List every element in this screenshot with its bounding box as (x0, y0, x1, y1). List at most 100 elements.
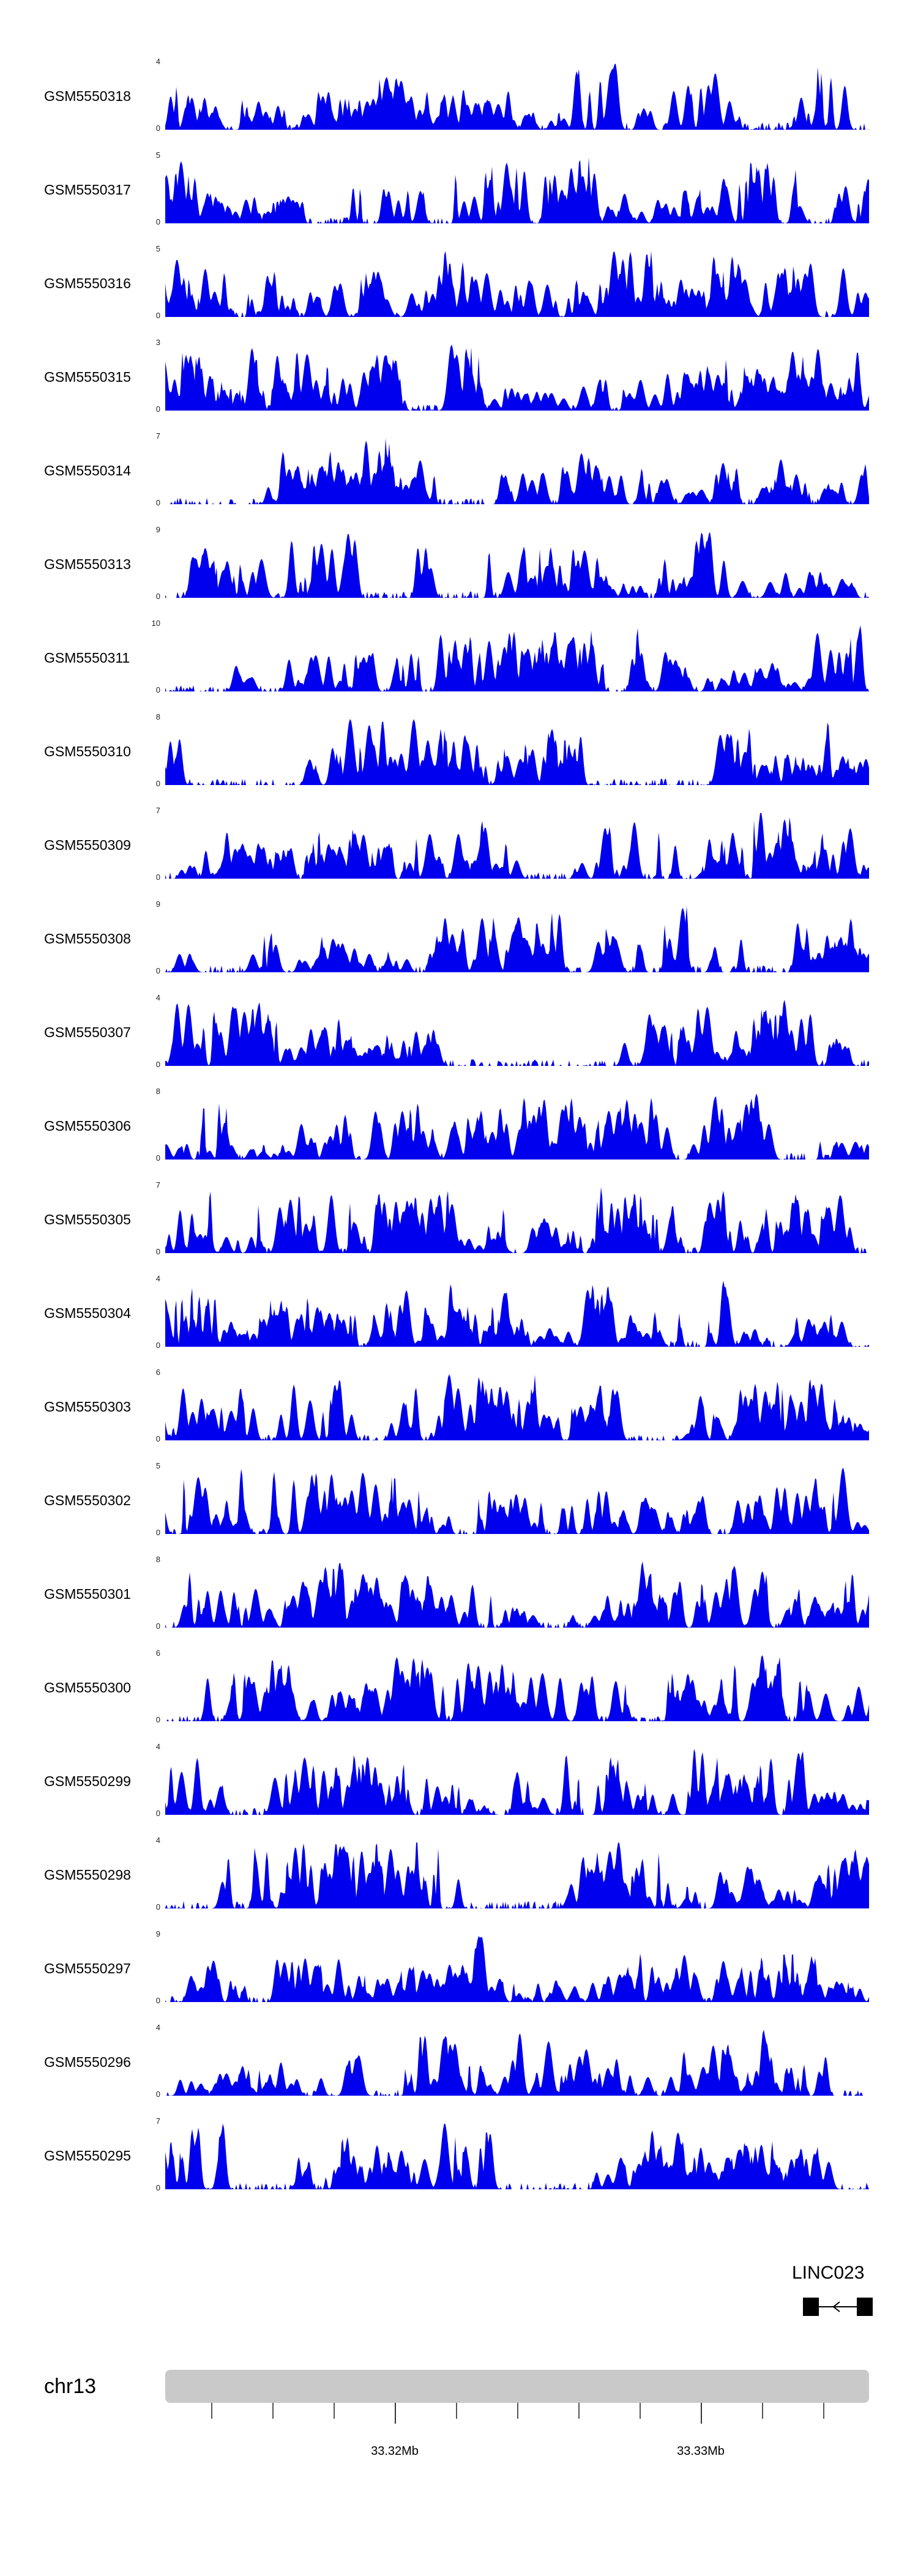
y-axis-zero-label: 0 (155, 124, 160, 133)
ruler-tick-label: 33.33Mb (677, 2444, 725, 2458)
ruler-tick (334, 2403, 335, 2419)
y-axis-zero-label: 0 (155, 404, 160, 414)
coverage-plot (165, 1468, 869, 1534)
y-axis-max-label: 4 (155, 1836, 160, 1845)
coverage-plot (165, 438, 869, 504)
coverage-area (165, 1468, 869, 1534)
coverage-area (165, 625, 869, 691)
y-axis-max-label: 7 (155, 2116, 160, 2126)
track-row: GSM5550295 7 0 (0, 2117, 918, 2214)
y-axis-zero-label: 0 (155, 1902, 160, 1912)
coverage-area (165, 1187, 869, 1253)
coverage-area (165, 1655, 869, 1721)
y-axis-max-label: 7 (155, 806, 160, 815)
coverage-area (165, 719, 869, 785)
coverage-area (165, 438, 869, 504)
ideogram-row: chr13 (0, 2370, 918, 2403)
coverage-area (165, 1281, 869, 1347)
track-row: GSM5550313 9 0 (0, 526, 918, 623)
y-axis-zero-label: 0 (155, 1060, 160, 1069)
track-label: GSM5550303 (44, 1399, 131, 1415)
y-axis-zero-label: 0 (155, 217, 160, 226)
coverage-area (165, 813, 869, 879)
track-label: GSM5550298 (44, 1867, 131, 1883)
track-row: GSM5550317 5 0 (0, 151, 918, 248)
coverage-plot (165, 625, 869, 691)
y-axis-max-label: 4 (155, 1742, 160, 1751)
coverage-area (165, 1374, 869, 1440)
y-axis-max-label: 9 (155, 899, 160, 909)
y-axis-max-label: 5 (155, 1461, 160, 1470)
coverage-plot (165, 1374, 869, 1440)
y-axis-max-label: 7 (155, 431, 160, 441)
track-row: GSM5550303 6 0 (0, 1368, 918, 1465)
track-label: GSM5550308 (44, 931, 131, 947)
y-axis-max-label: 8 (155, 1555, 160, 1564)
coverage-plot (165, 344, 869, 411)
coverage-area (165, 2030, 869, 2096)
gene-annotation-row: LINC023 (0, 2258, 918, 2325)
y-axis-zero-label: 0 (155, 311, 160, 320)
track-row: GSM5550296 4 0 (0, 2023, 918, 2121)
track-row: GSM5550304 4 0 (0, 1274, 918, 1372)
coverage-plot (165, 1562, 869, 1628)
coverage-area (165, 1562, 869, 1628)
y-axis-zero-label: 0 (155, 2090, 160, 2099)
track-row: GSM5550309 7 0 (0, 806, 918, 904)
coverage-area (165, 344, 869, 411)
coverage-area (165, 532, 869, 598)
track-row: GSM5550306 8 0 (0, 1087, 918, 1185)
track-label: GSM5550306 (44, 1118, 131, 1134)
track-row: GSM5550308 9 0 (0, 900, 918, 997)
y-axis-max-label: 9 (155, 1929, 160, 1938)
track-row: GSM5550310 8 0 (0, 713, 918, 810)
gene-model-glyph (803, 2298, 873, 2316)
y-axis-zero-label: 0 (155, 1341, 160, 1350)
coverage-area (165, 1000, 869, 1066)
track-label: GSM5550304 (44, 1305, 131, 1321)
track-row: GSM5550307 4 0 (0, 994, 918, 1091)
coverage-plot (165, 1281, 869, 1347)
coverage-plot (165, 719, 869, 785)
coverage-area (165, 1093, 869, 1160)
track-label: GSM5550302 (44, 1492, 131, 1508)
ruler-tick (517, 2403, 518, 2419)
y-axis-max-label: 4 (155, 57, 160, 66)
y-axis-zero-label: 0 (155, 1153, 160, 1163)
y-axis-max-label: 4 (155, 1274, 160, 1283)
y-axis-zero-label: 0 (155, 1528, 160, 1537)
coverage-plot (165, 813, 869, 879)
coverage-plot (165, 64, 869, 130)
gene-label: LINC023 (792, 2263, 865, 2283)
y-axis-zero-label: 0 (155, 1715, 160, 1724)
ruler-tick (578, 2403, 580, 2419)
track-label: GSM5550301 (44, 1586, 131, 1602)
track-row: GSM5550301 8 0 (0, 1555, 918, 1653)
y-axis-zero-label: 0 (155, 1621, 160, 1631)
coverage-area (165, 157, 869, 223)
track-row: GSM5550315 3 0 (0, 338, 918, 436)
coverage-area (165, 64, 869, 130)
track-label: GSM5550309 (44, 837, 131, 853)
ruler-tick (272, 2403, 274, 2419)
coverage-plot (165, 1936, 869, 2002)
y-axis-zero-label: 0 (155, 498, 160, 507)
y-axis-zero-label: 0 (155, 966, 160, 975)
track-label: GSM5550300 (44, 1680, 131, 1696)
track-row: GSM5550297 9 0 (0, 1930, 918, 2027)
coverage-plot (165, 251, 869, 317)
coverage-plot (165, 1749, 869, 1815)
gene-exon-box (803, 2298, 819, 2316)
track-label: GSM5550299 (44, 1773, 131, 1789)
ruler-tick-major (701, 2403, 702, 2424)
track-row: GSM5550316 5 0 (0, 245, 918, 342)
track-label: GSM5550315 (44, 369, 131, 385)
coverage-plot (165, 532, 869, 598)
coverage-tracks: GSM5550318 4 0 GSM5550317 5 0 GSM5550316 5 0 GSM5… (0, 57, 918, 2214)
y-axis-max-label: 6 (155, 1368, 160, 1377)
track-label: GSM5550314 (44, 463, 131, 478)
track-label: GSM5550313 (44, 556, 131, 572)
ruler-tick-label: 33.32Mb (371, 2444, 419, 2458)
track-row: GSM5550305 7 0 (0, 1181, 918, 1278)
